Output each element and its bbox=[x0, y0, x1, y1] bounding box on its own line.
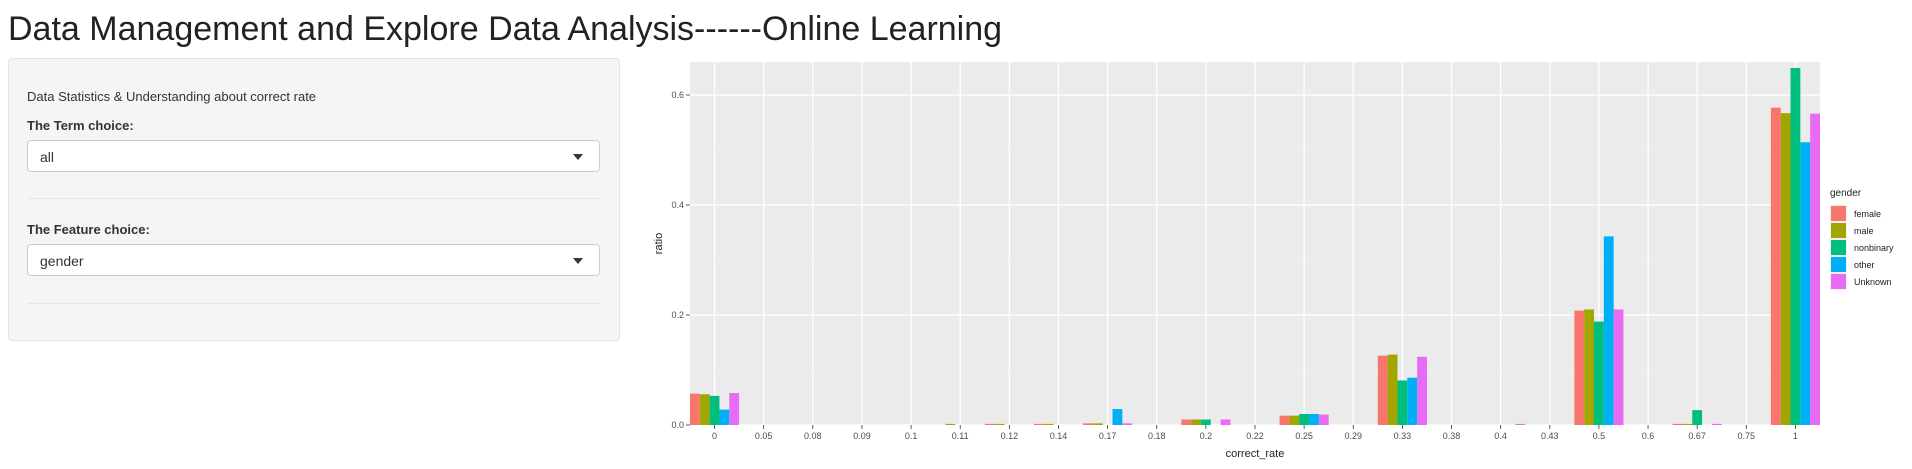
bar-male bbox=[1780, 113, 1791, 426]
bar-other bbox=[1309, 414, 1319, 425]
legend-label: other bbox=[1854, 260, 1875, 270]
bar-male bbox=[1043, 423, 1054, 425]
legend-label: male bbox=[1854, 226, 1874, 236]
bar-other bbox=[1112, 409, 1123, 425]
legend-swatch-male bbox=[1831, 223, 1846, 238]
legend-label: nonbinary bbox=[1854, 243, 1894, 253]
term-choice-label: The Term choice: bbox=[27, 118, 134, 133]
bar-female bbox=[690, 393, 700, 425]
bar-male bbox=[1092, 423, 1103, 425]
bar-male bbox=[1191, 419, 1201, 425]
bar-female bbox=[1574, 310, 1585, 425]
bar-other bbox=[1407, 377, 1418, 425]
legend-swatch-other bbox=[1831, 257, 1846, 272]
bar-female bbox=[984, 423, 995, 425]
x-tick-label: 0.38 bbox=[1443, 431, 1461, 441]
x-tick-label: 0.75 bbox=[1738, 431, 1756, 441]
bar-unknown bbox=[1417, 356, 1427, 425]
x-tick-label: 0.67 bbox=[1688, 431, 1706, 441]
bar-nonbinary bbox=[1200, 419, 1211, 425]
bar-male bbox=[1682, 423, 1693, 425]
legend-title: gender bbox=[1830, 188, 1862, 199]
x-tick-label: 0.11 bbox=[952, 431, 969, 441]
x-tick-label: 0.29 bbox=[1344, 431, 1362, 441]
bar-male bbox=[1387, 354, 1398, 425]
bar-female bbox=[1377, 355, 1388, 425]
bar-unknown bbox=[1515, 423, 1526, 425]
bar-unknown bbox=[729, 393, 740, 425]
x-tick-label: 0.2 bbox=[1200, 431, 1213, 441]
x-tick-label: 0 bbox=[712, 431, 717, 441]
page-title: Data Management and Explore Data Analysi… bbox=[8, 10, 1003, 48]
x-tick-label: 0.08 bbox=[804, 431, 822, 441]
sidebar-panel: Data Statistics & Understanding about co… bbox=[8, 58, 620, 341]
chevron-down-icon bbox=[573, 258, 583, 264]
bar-female bbox=[1083, 423, 1093, 425]
x-tick-label: 0.43 bbox=[1541, 431, 1559, 441]
term-choice-select[interactable]: all bbox=[27, 140, 600, 172]
bar-nonbinary bbox=[1594, 321, 1604, 425]
bar-female bbox=[1770, 107, 1781, 426]
x-tick-label: 0.05 bbox=[755, 431, 773, 441]
divider bbox=[27, 198, 600, 199]
x-tick-label: 0.25 bbox=[1295, 431, 1313, 441]
y-tick-label: 0.4 bbox=[671, 200, 684, 210]
x-tick-label: 0.1 bbox=[905, 431, 918, 441]
bar-female bbox=[1672, 423, 1683, 425]
bar-unknown bbox=[1318, 414, 1329, 425]
x-tick-label: 0.17 bbox=[1099, 431, 1117, 441]
x-tick-label: 0.5 bbox=[1593, 431, 1606, 441]
legend-label: female bbox=[1854, 209, 1881, 219]
legend-label: Unknown bbox=[1854, 277, 1892, 287]
bar-other bbox=[1800, 142, 1811, 426]
bar-male bbox=[1584, 309, 1594, 425]
legend-swatch-nonbinary bbox=[1831, 240, 1846, 255]
bar-male bbox=[699, 394, 710, 425]
bar-other bbox=[719, 409, 730, 425]
bar-nonbinary bbox=[1692, 410, 1703, 425]
bar-nonbinary bbox=[709, 395, 720, 425]
legend-swatch-female bbox=[1831, 206, 1846, 221]
panel-subtitle: Data Statistics & Understanding about co… bbox=[27, 89, 317, 104]
divider bbox=[27, 303, 600, 304]
bar-unknown bbox=[1613, 309, 1624, 425]
x-tick-label: 0.18 bbox=[1148, 431, 1166, 441]
bar-unknown bbox=[1810, 113, 1820, 425]
y-tick-label: 0.2 bbox=[671, 310, 684, 320]
y-tick-label: 0.0 bbox=[671, 420, 684, 430]
x-axis-title: correct_rate bbox=[1226, 448, 1285, 460]
x-tick-label: 0.09 bbox=[853, 431, 871, 441]
bar-nonbinary bbox=[1299, 414, 1310, 425]
bar-female bbox=[1033, 423, 1044, 425]
bar-female bbox=[1279, 415, 1290, 425]
bar-male bbox=[945, 423, 956, 425]
feature-choice-value: gender bbox=[40, 253, 84, 269]
feature-choice-select[interactable]: gender bbox=[27, 244, 600, 276]
bar-unknown bbox=[1711, 423, 1722, 425]
y-axis-title: ratio bbox=[653, 233, 665, 254]
x-tick-label: 0.14 bbox=[1050, 431, 1068, 441]
x-tick-label: 0.12 bbox=[1001, 431, 1019, 441]
bar-unknown bbox=[1122, 423, 1133, 425]
x-tick-label: 0.33 bbox=[1394, 431, 1412, 441]
bar-other bbox=[1603, 236, 1614, 425]
x-tick-label: 0.6 bbox=[1642, 431, 1655, 441]
bar-male bbox=[1289, 415, 1300, 425]
bar-male bbox=[994, 423, 1005, 425]
y-tick-label: 0.6 bbox=[671, 90, 684, 100]
x-tick-label: 0.4 bbox=[1494, 431, 1507, 441]
feature-choice-label: The Feature choice: bbox=[27, 222, 150, 237]
bar-nonbinary bbox=[1790, 68, 1801, 426]
x-tick-label: 0.22 bbox=[1246, 431, 1264, 441]
term-choice-value: all bbox=[40, 149, 55, 165]
chevron-down-icon bbox=[573, 154, 583, 160]
bar-female bbox=[1181, 419, 1192, 425]
x-tick-label: 1 bbox=[1793, 431, 1798, 441]
legend-swatch-unknown bbox=[1831, 274, 1846, 289]
bar-unknown bbox=[1220, 419, 1231, 425]
bar-nonbinary bbox=[1397, 380, 1408, 425]
